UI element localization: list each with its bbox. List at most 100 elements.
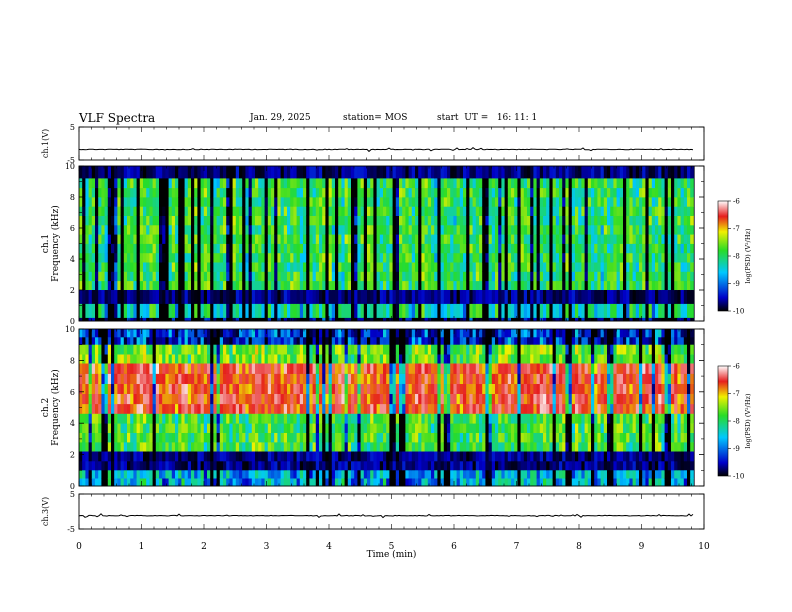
spectrogram-cell bbox=[367, 187, 371, 198]
spectrogram-cell bbox=[376, 234, 381, 244]
spectrogram-cell bbox=[283, 243, 288, 254]
spectrogram-cell bbox=[571, 206, 576, 216]
spectrogram-cell bbox=[287, 470, 291, 479]
spectrogram-cell bbox=[690, 262, 694, 272]
spectrogram-cell bbox=[242, 187, 246, 198]
spectrogram-cell bbox=[491, 206, 496, 216]
spectrogram-cell bbox=[469, 290, 473, 305]
spectrogram-cell bbox=[181, 442, 185, 452]
spectrogram-cell bbox=[546, 224, 550, 235]
spectrogram-cell bbox=[168, 224, 173, 235]
spectrogram-cell bbox=[405, 166, 409, 179]
spectrogram-cell bbox=[491, 262, 496, 272]
spectrogram-cell bbox=[338, 373, 342, 384]
spectrogram-cell bbox=[351, 403, 355, 415]
spectrogram-cell bbox=[303, 363, 307, 374]
spectrogram-cell bbox=[139, 470, 144, 479]
spectrogram-cell bbox=[338, 363, 342, 374]
spectrogram-cell bbox=[229, 187, 233, 198]
spectrogram-cell bbox=[379, 478, 384, 487]
spectrogram-cell bbox=[363, 383, 368, 394]
spectrogram-cell bbox=[331, 206, 336, 216]
spectrogram-cell bbox=[107, 329, 112, 338]
spectrogram-cell bbox=[200, 336, 205, 346]
spectrogram-cell bbox=[274, 234, 278, 244]
spectrogram-cell bbox=[264, 280, 269, 291]
spectrogram-cell bbox=[312, 442, 317, 452]
spectrogram-cell bbox=[280, 252, 285, 263]
spectrogram-cell bbox=[139, 243, 144, 254]
spectrogram-cell bbox=[546, 234, 550, 244]
spectrogram-cell bbox=[632, 206, 637, 216]
spectrogram-cell bbox=[223, 252, 227, 263]
spectrogram-cell bbox=[674, 206, 678, 216]
spectrogram-cell bbox=[277, 442, 281, 452]
spectrogram-cell bbox=[210, 413, 214, 424]
spectrogram-cell bbox=[642, 206, 646, 216]
spectrogram-cell bbox=[287, 197, 291, 207]
spectrogram-cell bbox=[242, 243, 246, 254]
spectrogram-cell bbox=[264, 206, 269, 216]
spectrogram-cell bbox=[360, 317, 365, 322]
spectrogram-cell bbox=[104, 336, 109, 346]
spectrogram-cell bbox=[136, 317, 141, 322]
spectrogram-cell bbox=[98, 280, 102, 291]
spectrogram-cell bbox=[200, 413, 205, 424]
spectrogram-cell bbox=[207, 373, 211, 384]
spectrogram-cell bbox=[344, 178, 349, 189]
spectrogram-cell bbox=[239, 206, 243, 216]
spectrogram-cell bbox=[299, 187, 304, 198]
spectrogram-cell bbox=[258, 470, 262, 479]
spectrogram-cell bbox=[354, 393, 358, 405]
spectrogram-cell bbox=[616, 206, 621, 216]
spectrogram-cell bbox=[591, 303, 595, 319]
spectrogram-cell bbox=[367, 303, 371, 319]
spectrogram-cell bbox=[251, 329, 256, 338]
spectrogram-cell bbox=[130, 336, 134, 346]
spectrogram-cell bbox=[379, 252, 384, 263]
spectrogram-cell bbox=[319, 262, 323, 272]
spectrogram-cell bbox=[104, 317, 109, 322]
spectrogram-cell bbox=[367, 383, 371, 394]
spectrogram-cell bbox=[117, 460, 121, 471]
spectrogram-cell bbox=[469, 262, 473, 272]
spectrogram-cell bbox=[514, 280, 518, 291]
spectrogram-cell bbox=[248, 243, 253, 254]
spectrogram-cell bbox=[376, 478, 381, 487]
spectrogram-cell bbox=[533, 197, 537, 207]
spectrogram-cell bbox=[251, 470, 256, 479]
spectrogram-cell bbox=[344, 262, 349, 272]
spectrogram-cell bbox=[322, 280, 326, 291]
spectrogram-cell bbox=[114, 403, 118, 415]
spectrogram-cell bbox=[255, 329, 259, 338]
spectrogram-cell bbox=[95, 197, 99, 207]
spectrogram-cell bbox=[216, 197, 221, 207]
spectrogram-cell bbox=[341, 206, 345, 216]
spectrogram-cell bbox=[543, 290, 547, 305]
spectrogram-cell bbox=[399, 317, 403, 322]
spectrogram-cell bbox=[629, 215, 633, 226]
spectrogram-cell bbox=[453, 206, 457, 216]
spectrogram-cell bbox=[373, 344, 377, 355]
spectrogram-cell bbox=[283, 336, 288, 346]
spectrogram-cell bbox=[191, 206, 195, 216]
spectrogram-cell bbox=[664, 262, 669, 272]
spectrogram-cell bbox=[232, 290, 237, 305]
spectrogram-cell bbox=[162, 451, 166, 462]
spectrogram-cell bbox=[85, 354, 89, 364]
spectrogram-cell bbox=[328, 317, 333, 322]
spectrogram-cell bbox=[408, 243, 413, 254]
spectrogram-cell bbox=[655, 303, 659, 319]
spectrogram-cell bbox=[463, 262, 467, 272]
spectrogram-cell bbox=[552, 224, 557, 235]
spectrogram-cell bbox=[104, 271, 109, 282]
spectrogram-cell bbox=[143, 290, 147, 305]
spectrogram-cell bbox=[242, 224, 246, 235]
spectrogram-cell bbox=[191, 290, 195, 305]
spectrogram-cell bbox=[562, 271, 566, 282]
spectrogram-cell bbox=[296, 187, 301, 198]
spectrogram-cell bbox=[223, 403, 227, 415]
spectrogram-cell bbox=[472, 252, 477, 263]
spectrogram-cell bbox=[341, 271, 345, 282]
spectrogram-cell bbox=[322, 187, 326, 198]
